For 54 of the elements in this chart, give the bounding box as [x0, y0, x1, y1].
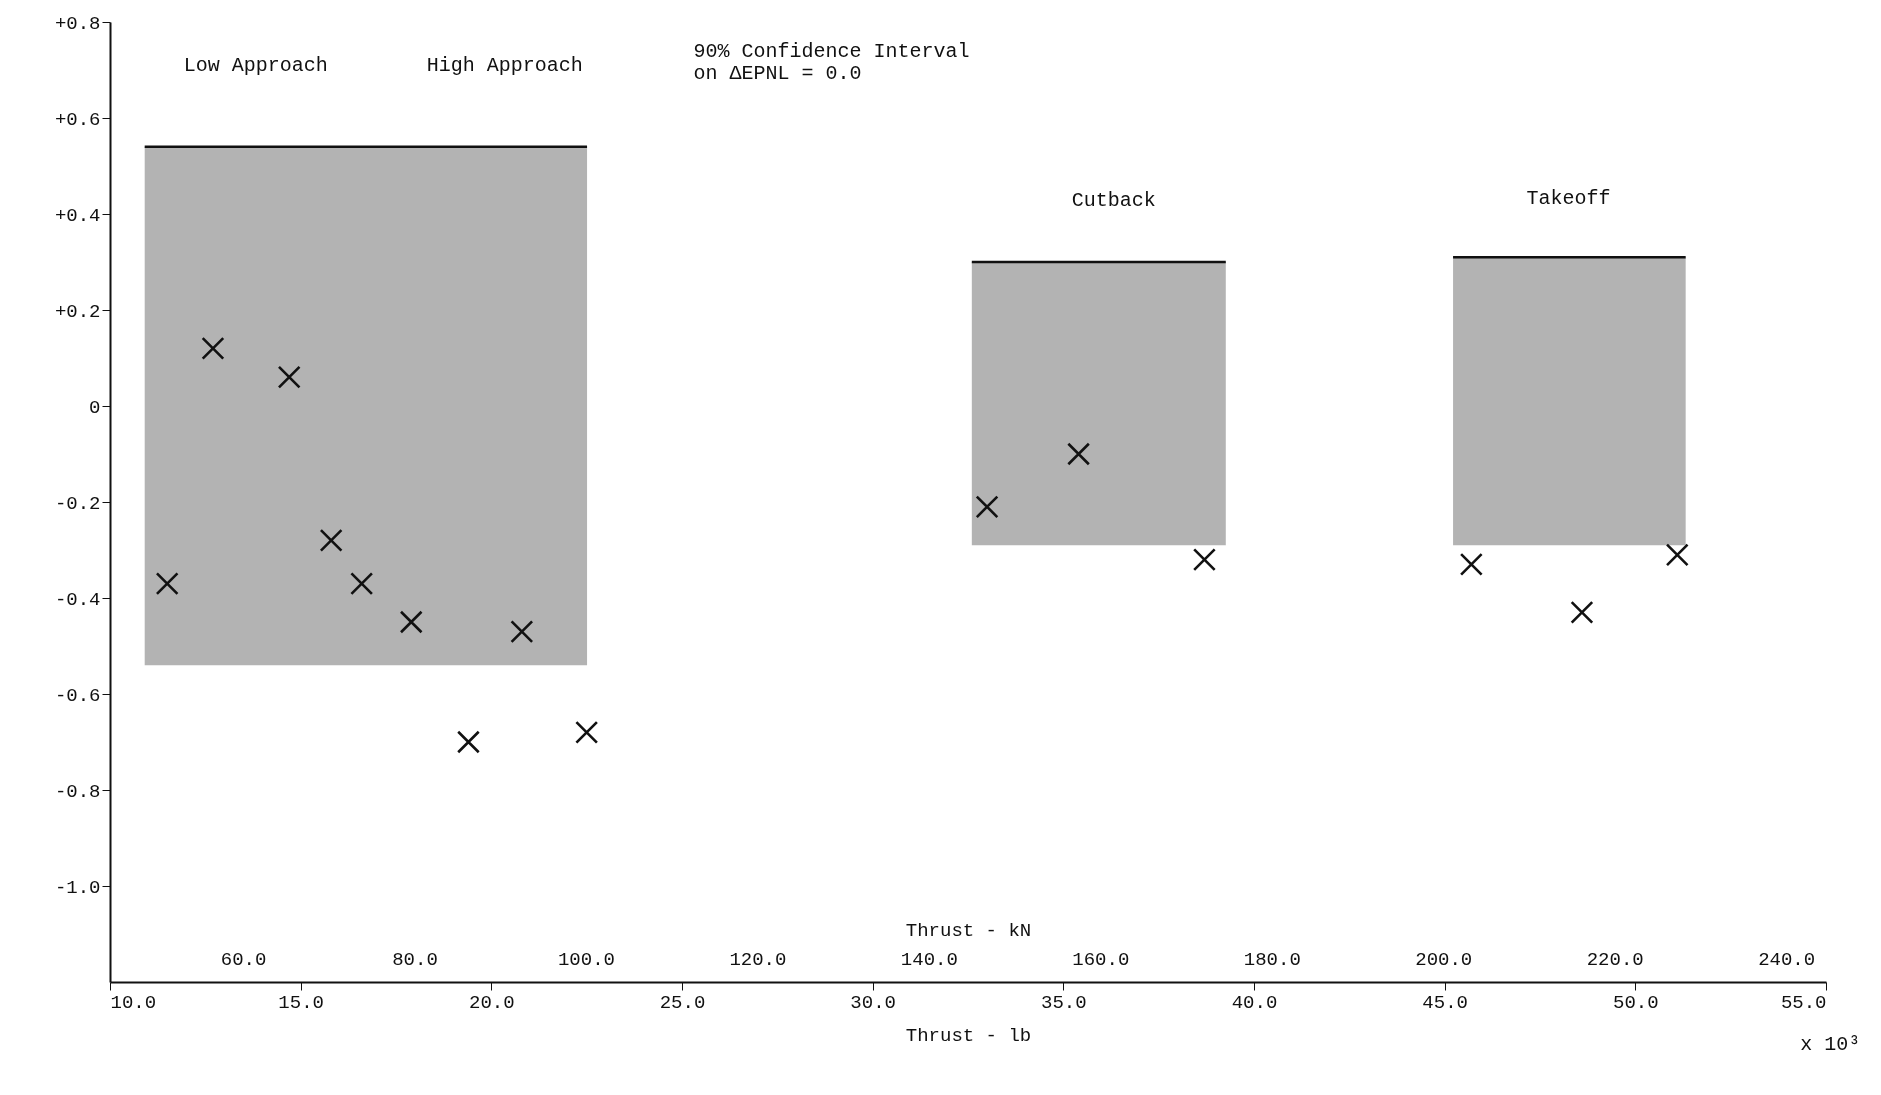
- y-tick-label: +0.4: [54, 204, 101, 227]
- y-tick-label: -0.8: [54, 780, 101, 803]
- x-tick-label: 20.0: [469, 991, 515, 1014]
- point: [1067, 442, 1091, 466]
- x-tick-label: 10.0: [110, 991, 157, 1014]
- x2-axis-title: Thrust - kN: [905, 919, 1032, 942]
- y-tick-label: 0: [89, 396, 101, 419]
- point: [975, 495, 999, 519]
- y-tick-label: +0.6: [54, 108, 101, 131]
- point: [155, 572, 179, 596]
- bar: [971, 262, 1226, 546]
- x-tick-label: 50.0: [1613, 991, 1659, 1014]
- text: x 10³: [1800, 1033, 1861, 1057]
- point: [510, 620, 534, 644]
- x-tick-label: 45.0: [1422, 991, 1468, 1014]
- y-tick-label: -0.4: [54, 588, 101, 611]
- x2-tick-label: 100.0: [557, 948, 615, 971]
- point: [319, 528, 343, 552]
- y-tick-label: -0.2: [54, 492, 101, 515]
- point: [1570, 600, 1594, 624]
- point: [277, 365, 301, 389]
- point: [399, 610, 423, 634]
- point: [1665, 543, 1689, 567]
- annotation: 90% Confidence Interval on ΔEPNL = 0.0: [693, 39, 970, 85]
- x2-tick-label: 160.0: [1072, 948, 1130, 971]
- point: [350, 572, 374, 596]
- x-tick-label: 15.0: [278, 991, 324, 1014]
- point: [1459, 552, 1483, 576]
- x2-tick-label: 240.0: [1758, 948, 1816, 971]
- x-axis-title: Thrust - lb: [905, 1024, 1032, 1047]
- x2-tick-label: 200.0: [1415, 948, 1473, 971]
- annotation: High Approach: [426, 54, 583, 78]
- x2-tick-label: 60.0: [220, 948, 267, 971]
- annotation: Cutback: [1071, 188, 1156, 212]
- point: [201, 336, 225, 360]
- y-tick-label: +0.2: [54, 300, 101, 323]
- point: [456, 730, 480, 754]
- y-tick-label: -0.6: [54, 684, 101, 707]
- x-tick-label: 40.0: [1231, 991, 1278, 1014]
- x2-tick-label: 140.0: [900, 948, 958, 971]
- point: [1192, 548, 1216, 572]
- x-tick-label: 35.0: [1041, 991, 1087, 1014]
- annotation: Low Approach: [183, 54, 328, 78]
- x-tick-label: 30.0: [850, 991, 896, 1014]
- x2-tick-label: 220.0: [1586, 948, 1644, 971]
- annotation: Takeoff: [1526, 186, 1611, 210]
- x-tick-label: 25.0: [659, 991, 706, 1014]
- x2-tick-label: 180.0: [1243, 948, 1301, 971]
- x2-tick-label: 80.0: [392, 948, 438, 971]
- y-tick-label: +0.8: [54, 12, 101, 35]
- y-tick-label: -1.0: [54, 876, 101, 899]
- point: [575, 720, 599, 744]
- x-tick-label: 55.0: [1780, 991, 1827, 1014]
- x2-tick-label: 120.0: [729, 948, 787, 971]
